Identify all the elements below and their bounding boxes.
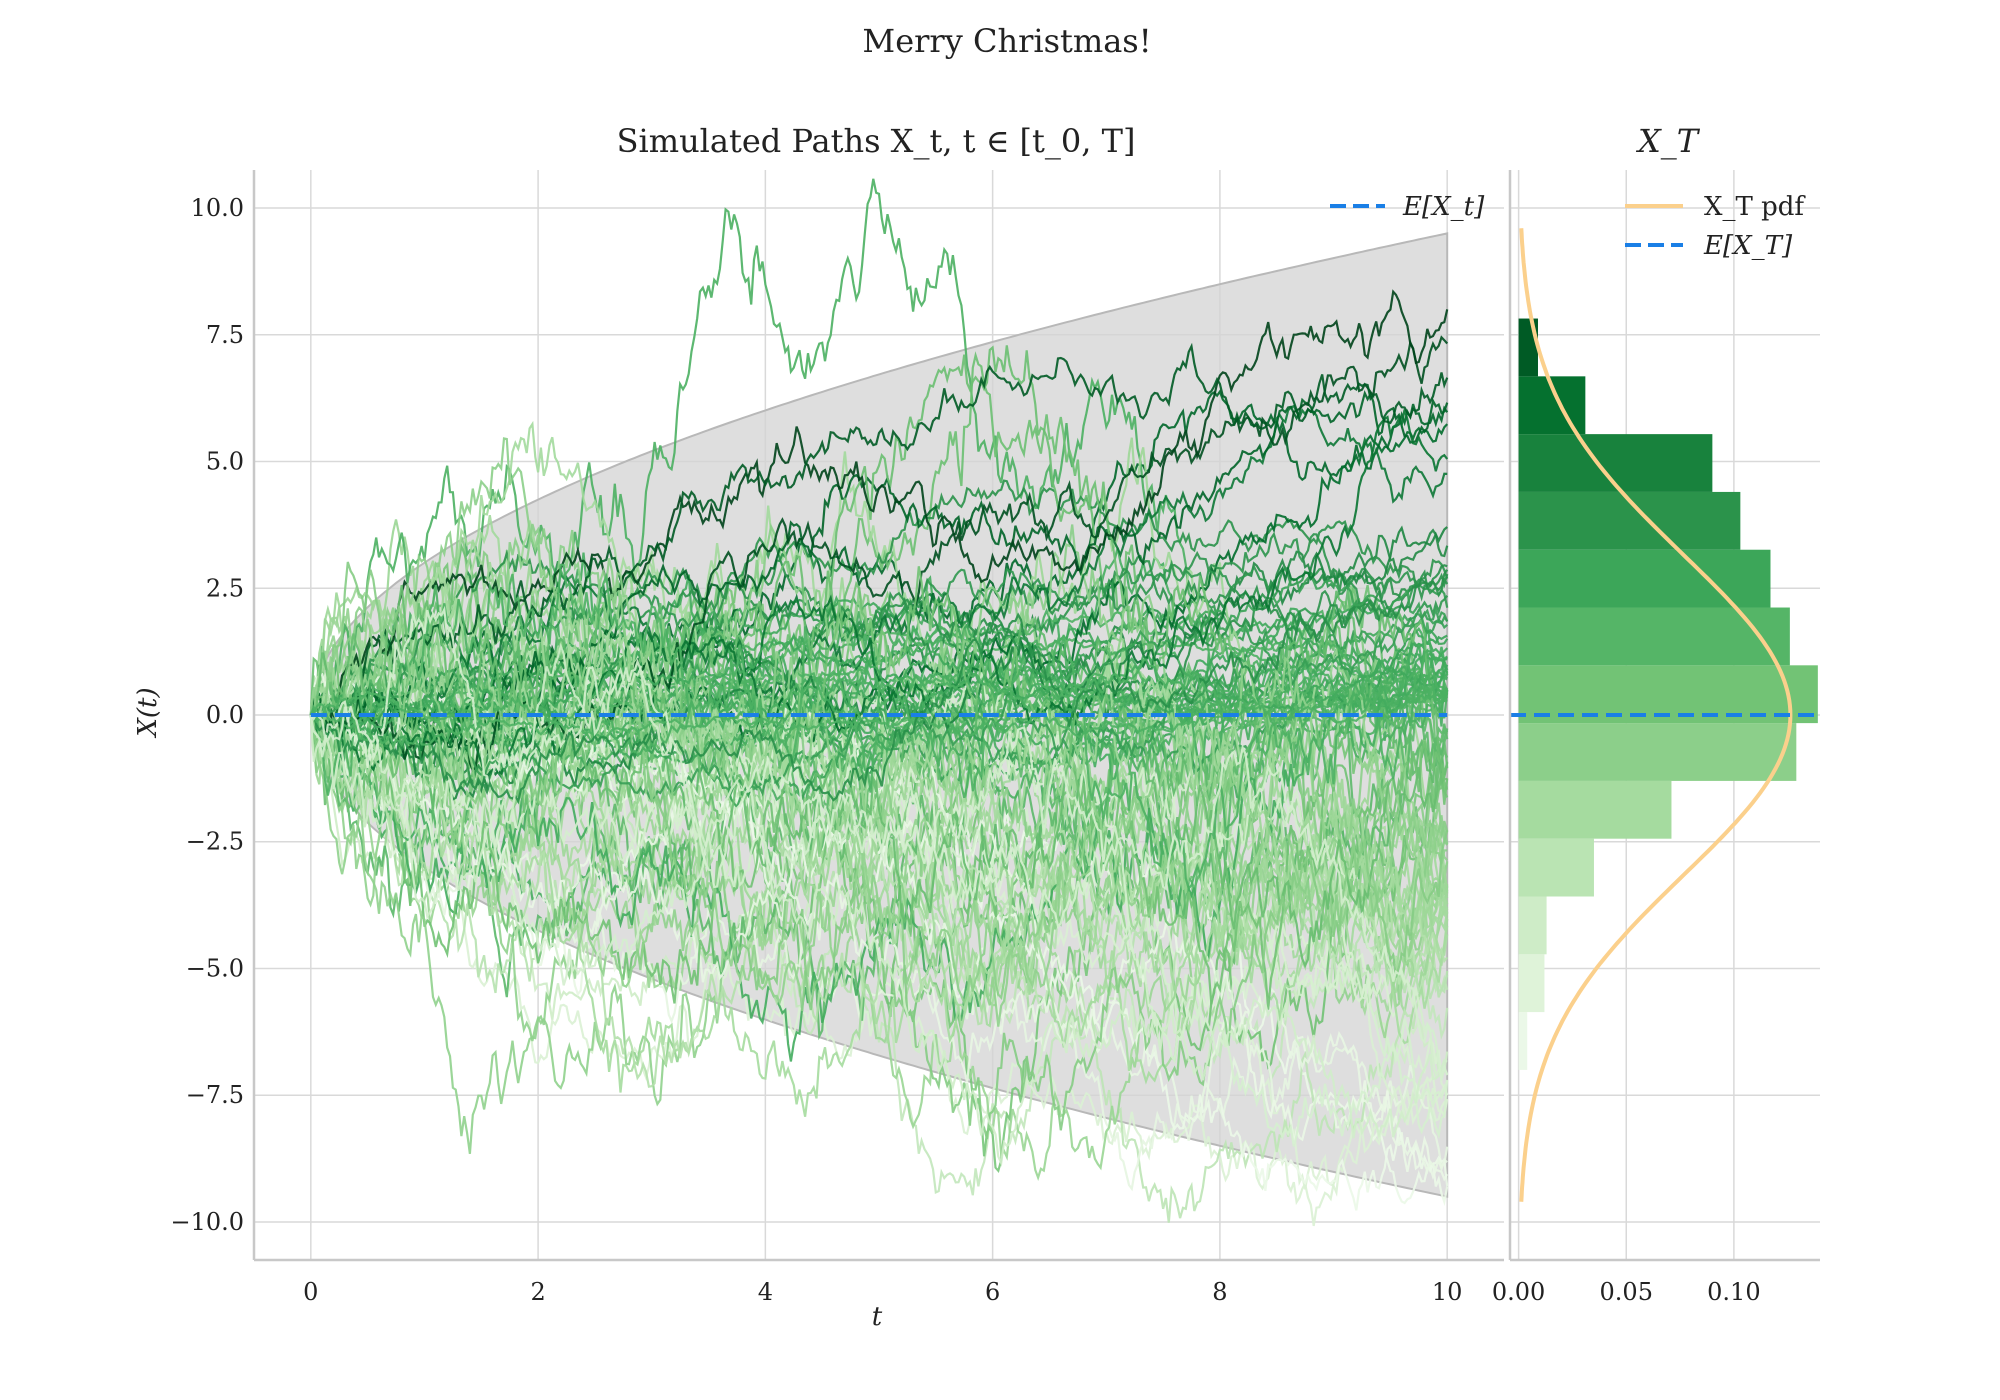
histogram-legend: X_T pdf E[X_T] (1625, 192, 1806, 261)
histogram-x-tick-label: 0.00 (1492, 1278, 1545, 1306)
histogram-bar (1518, 1012, 1528, 1070)
paths-y-tick-label: −7.5 (186, 1081, 244, 1109)
paths-y-axis-label: X(t) (133, 687, 163, 738)
paths-x-tick-label: 8 (1212, 1278, 1227, 1306)
paths-y-tick-label: 7.5 (206, 321, 244, 349)
paths-y-tick-label: 2.5 (206, 574, 244, 602)
simulated-path-line (310, 658, 1449, 756)
simulated-path-line (309, 713, 1449, 1000)
paths-x-tick-label: 6 (985, 1278, 1000, 1306)
paths-y-tick-label: −2.5 (186, 828, 244, 856)
simulated-path-line (310, 602, 1449, 919)
paths-x-tick-label: 0 (303, 1278, 318, 1306)
simulated-path-line (309, 563, 1449, 891)
histogram-bar (1518, 780, 1672, 839)
simulated-path-line (310, 536, 1449, 722)
simulated-path-line (310, 630, 1448, 1041)
paths-x-tick-label: 4 (758, 1278, 773, 1306)
paths-x-axis-label: t (872, 1302, 883, 1332)
histogram-x-tick-label: 0.10 (1707, 1278, 1760, 1306)
histogram-x-ticks: 0.00 0.05 0.10 (1492, 1278, 1761, 1306)
simulated-path-line (309, 584, 1449, 969)
simulated-path-line (309, 694, 1449, 1117)
paths-title: Simulated Paths X_t, t ∈ [t_0, T] (617, 122, 1136, 160)
simulated-path-line (309, 522, 1449, 949)
histogram-bar (1518, 838, 1594, 897)
simulated-path-line (309, 404, 1448, 739)
paths-y-tick-label: 10.0 (191, 194, 244, 222)
histogram-bar (1518, 549, 1771, 608)
histogram-bar (1518, 896, 1547, 955)
paths-y-tick-label: 0.0 (206, 701, 244, 729)
paths-y-tick-label: 5.0 (206, 448, 244, 476)
simulated-path-line (309, 590, 1449, 868)
simulated-path-line (310, 564, 1448, 805)
paths-y-ticks: 10.0 7.5 5.0 2.5 0.0 −2.5 −5.0 −7.5 −10.0 (170, 194, 244, 1236)
paths-y-tick-label: −10.0 (170, 1208, 244, 1236)
simulated-path-line (310, 437, 1448, 1006)
paths-y-tick-label: −5.0 (186, 954, 244, 982)
simulated-paths (309, 178, 1449, 1227)
histogram-title: X_T (1635, 122, 1701, 160)
paths-legend: E[X_t] (1330, 192, 1485, 222)
simulated-path-line (309, 593, 1449, 939)
simulated-path-line (309, 559, 1449, 729)
simulated-path-line (309, 561, 1449, 1140)
simulated-path-line (309, 479, 1449, 719)
simulated-path-line (309, 642, 1448, 1167)
paths-legend-mean-label: E[X_t] (1402, 192, 1485, 222)
simulated-path-line (309, 705, 1449, 1081)
pdf-curve (1519, 228, 1793, 1202)
histogram-bars (1518, 318, 1818, 1070)
figure-suptitle: Merry Christmas! (862, 22, 1151, 60)
histogram-x-tick-label: 0.05 (1600, 1278, 1653, 1306)
paths-x-tick-label: 2 (530, 1278, 545, 1306)
histogram-bar (1518, 954, 1545, 1013)
histogram-axes: 0.00 0.05 0.10 X_T X_T pdf E[X_T] (1492, 122, 1820, 1306)
simulated-path-line (310, 566, 1448, 1010)
histogram-bar (1518, 607, 1790, 666)
simulated-path-line (310, 342, 1449, 739)
histogram-bar (1518, 723, 1797, 781)
histogram-legend-pdf-label: X_T pdf (1704, 192, 1806, 222)
paths-axes: 0 2 4 6 8 10 10.0 7.5 5.0 2.5 0.0 −2.5 −5.0 −7.5 −10.… (133, 122, 1504, 1332)
simulated-path-line (309, 702, 1449, 1192)
simulated-path-line (309, 178, 1449, 773)
histogram-legend-mean-label: E[X_T] (1703, 231, 1793, 261)
simulated-path-line (310, 690, 1448, 740)
paths-x-tick-label: 10 (1432, 1278, 1463, 1306)
paths-x-ticks: 0 2 4 6 8 10 (303, 1278, 1462, 1306)
simulated-path-line (309, 409, 1449, 779)
